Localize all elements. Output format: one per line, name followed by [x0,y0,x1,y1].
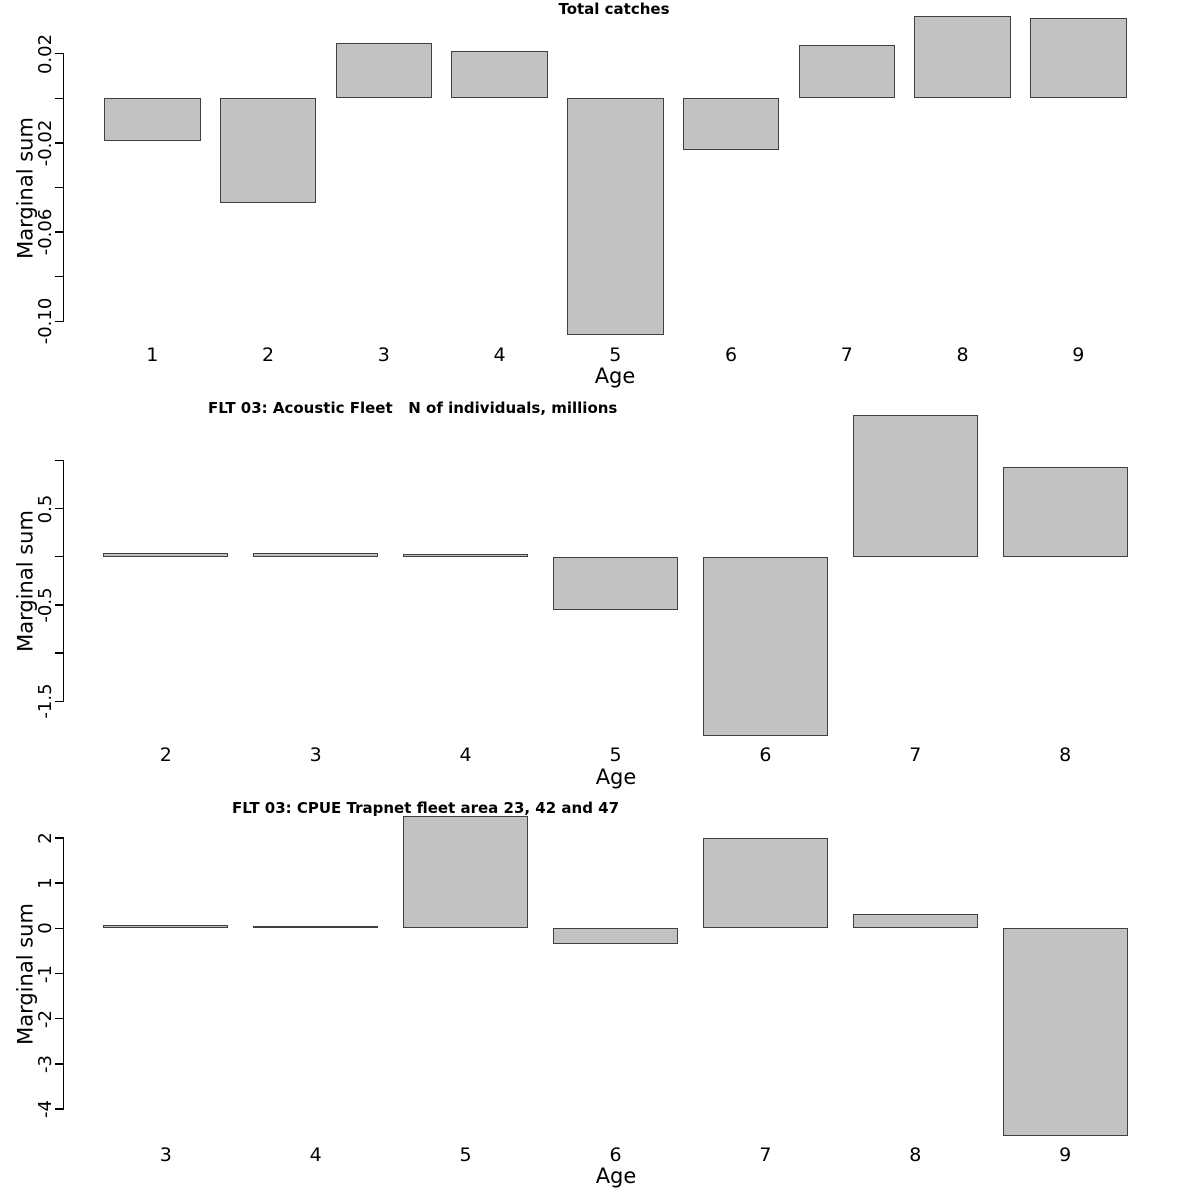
x-tick-label: 7 [759,1144,772,1166]
y-tick-label: -1.5 [35,683,56,719]
bar-age-4 [403,554,529,557]
y-axis-tick [54,604,63,606]
bar-age-8 [914,15,1011,99]
y-axis-tick [54,186,63,189]
y-tick-label: 0 [35,922,56,935]
y-axis-tick [54,555,63,558]
bar-age-3 [253,553,379,557]
x-axis-title: Age [594,364,636,388]
bar-age-1 [104,98,201,141]
y-axis-title: Marginal sum [13,116,38,259]
bar-age-9 [1030,18,1127,99]
y-axis-line [62,52,64,323]
y-axis-title: Marginal sum [13,902,38,1045]
x-tick-label: 4 [459,744,472,766]
y-axis-tick [54,320,63,323]
x-tick-label: 9 [1072,344,1085,366]
bar-age-8 [1002,467,1128,557]
x-tick-label: 8 [1059,744,1072,766]
y-axis-tick [54,927,63,930]
y-axis-tick [54,837,63,839]
y-axis-title: Marginal sum [13,509,38,652]
y-axis-tick [54,142,63,144]
y-axis-tick [54,882,63,884]
bar-age-6 [553,928,678,945]
bar-age-5 [553,556,678,610]
y-axis-tick [54,652,63,654]
y-tick-label: -0.06 [35,208,56,256]
x-tick-label: 1 [146,344,159,366]
x-tick-label: 7 [909,744,922,766]
bar-age-4 [451,51,548,99]
y-axis-tick [54,1063,63,1065]
bar-age-3 [335,42,432,99]
x-tick-label: 5 [459,1144,472,1166]
x-tick-label: 9 [1059,1144,1072,1166]
bar-age-7 [798,44,895,99]
x-tick-label: 3 [309,744,322,766]
y-tick-label: -1 [35,964,56,983]
x-tick-label: 6 [609,1144,622,1166]
panel-title: Total catches [558,0,670,18]
y-axis-tick [54,97,63,100]
bar-age-6 [682,98,780,150]
x-tick-label: 6 [724,344,738,366]
bar-age-8 [852,914,978,929]
bar-age-3 [103,925,229,929]
x-tick-label: 4 [309,1144,322,1166]
y-axis-tick [54,52,63,55]
y-axis-tick [54,700,63,703]
bar-age-5 [403,816,529,929]
y-axis-line [62,459,64,703]
panel-title: FLT 03: Acoustic Fleet N of individuals,… [208,399,618,417]
bar-age-4 [253,926,379,929]
y-tick-label: -0.5 [35,587,56,623]
y-tick-label: -2 [35,1009,56,1028]
bar-age-2 [219,98,317,204]
x-tick-label: 3 [377,344,390,366]
x-tick-label: 6 [759,744,772,766]
y-axis-tick [54,231,63,233]
y-tick-label: 2 [35,832,56,844]
x-tick-label: 2 [159,744,172,766]
y-axis-tick [54,507,63,510]
y-axis-tick [54,459,63,462]
x-tick-label: 8 [909,1144,922,1166]
y-axis-tick [54,1017,63,1020]
x-tick-label: 4 [493,344,506,366]
x-tick-label: 2 [261,344,275,366]
y-tick-label: -0.10 [35,298,56,345]
y-tick-label: 0.02 [35,33,56,74]
bar-age-7 [702,837,828,929]
y-tick-label: 1 [35,877,56,889]
bar-age-9 [1002,928,1128,1136]
bar-age-6 [702,556,828,736]
y-tick-label: -4 [35,1100,56,1119]
y-axis-line [62,837,64,1110]
bar-age-7 [852,414,978,557]
x-tick-label: 8 [956,344,969,366]
x-tick-label: 5 [609,744,622,766]
bar-age-2 [103,552,229,557]
y-axis-tick [54,275,63,278]
x-tick-label: 7 [840,344,853,366]
x-tick-label: 3 [159,1144,172,1166]
panel-title: FLT 03: CPUE Trapnet fleet area 23, 42 a… [232,799,620,817]
x-axis-title: Age [595,1164,637,1188]
y-tick-label: -3 [35,1054,56,1073]
y-axis-tick [54,1108,63,1110]
bar-age-5 [567,98,664,335]
y-tick-label: -0.02 [35,119,56,167]
y-axis-tick [54,972,63,975]
x-axis-title: Age [595,765,637,789]
y-tick-label: 0.5 [35,494,56,523]
x-tick-label: 5 [609,344,622,366]
